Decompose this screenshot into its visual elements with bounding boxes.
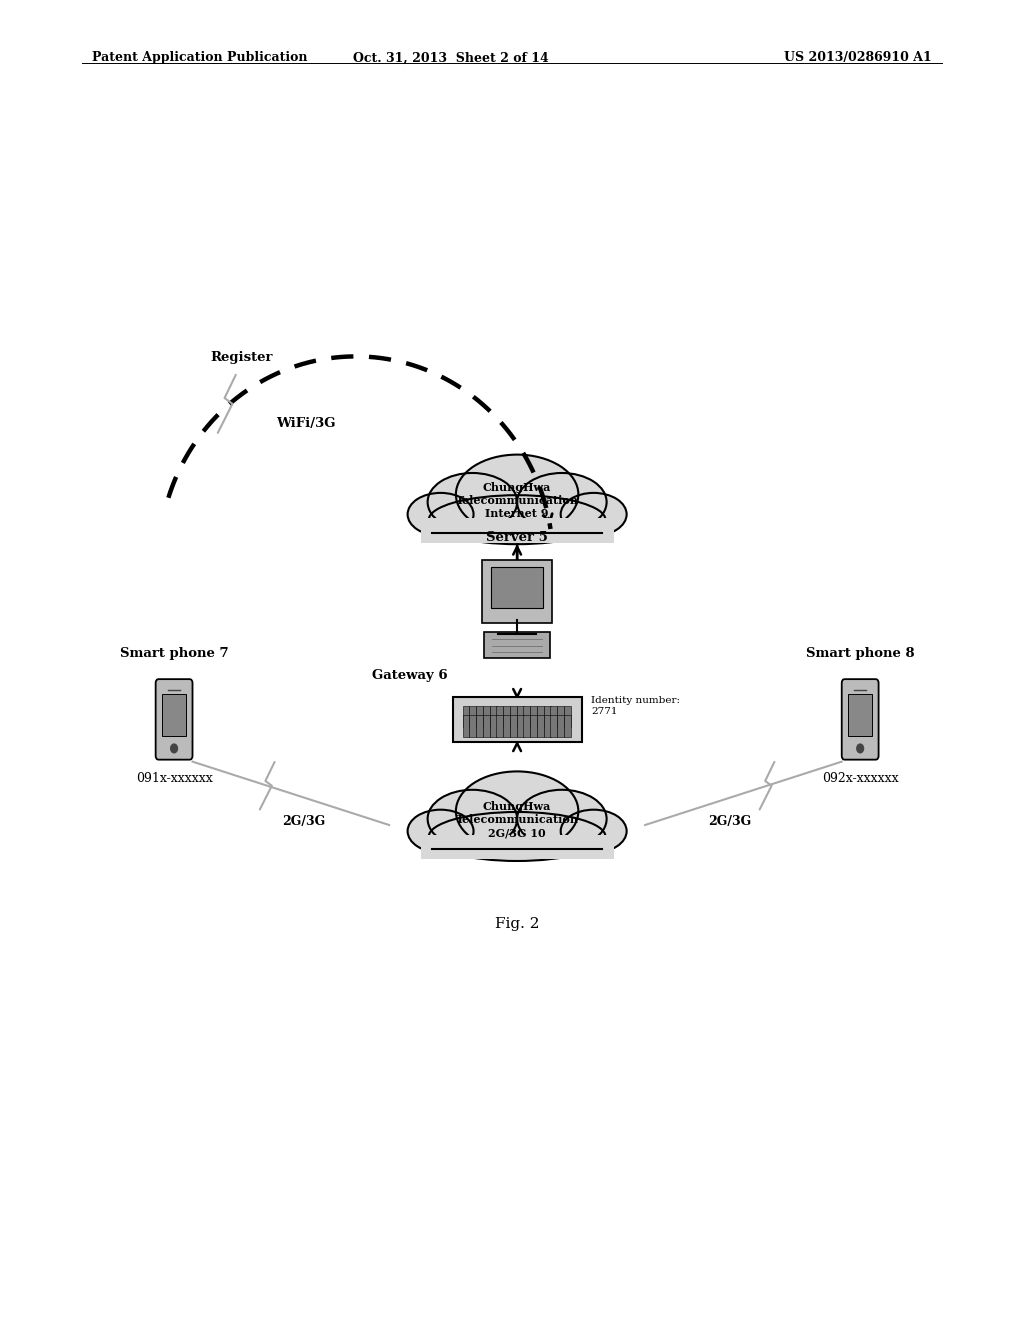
Text: 092x-xxxxxx: 092x-xxxxxx [822, 772, 898, 785]
FancyBboxPatch shape [551, 715, 557, 737]
Circle shape [857, 744, 863, 752]
FancyBboxPatch shape [476, 715, 483, 737]
Text: Identity number:
2771: Identity number: 2771 [591, 696, 680, 717]
FancyBboxPatch shape [544, 706, 551, 727]
FancyBboxPatch shape [517, 706, 523, 727]
Ellipse shape [456, 771, 579, 851]
Ellipse shape [408, 809, 473, 853]
Ellipse shape [517, 789, 606, 847]
FancyBboxPatch shape [530, 715, 537, 737]
Circle shape [171, 744, 177, 752]
FancyBboxPatch shape [463, 706, 469, 727]
FancyBboxPatch shape [503, 715, 510, 737]
Text: WiFi/3G: WiFi/3G [275, 417, 336, 430]
Ellipse shape [428, 473, 517, 531]
FancyBboxPatch shape [421, 519, 613, 543]
Ellipse shape [429, 495, 605, 544]
Text: ChungHwa
Telecommunication
Internet 9: ChungHwa Telecommunication Internet 9 [456, 482, 579, 519]
FancyBboxPatch shape [490, 568, 544, 607]
FancyBboxPatch shape [429, 508, 605, 535]
FancyBboxPatch shape [483, 715, 489, 737]
FancyBboxPatch shape [544, 715, 551, 737]
FancyBboxPatch shape [469, 715, 476, 737]
Text: 2G/3G: 2G/3G [283, 814, 326, 828]
FancyBboxPatch shape [510, 706, 517, 727]
Text: Register: Register [210, 351, 272, 364]
FancyBboxPatch shape [503, 706, 510, 727]
FancyBboxPatch shape [162, 694, 186, 737]
FancyBboxPatch shape [537, 706, 544, 727]
FancyBboxPatch shape [156, 678, 193, 759]
Text: US 2013/0286910 A1: US 2013/0286910 A1 [784, 51, 932, 65]
FancyBboxPatch shape [517, 715, 523, 737]
Text: Smart phone 7: Smart phone 7 [120, 647, 228, 660]
FancyBboxPatch shape [489, 706, 497, 727]
Text: Smart phone 8: Smart phone 8 [806, 647, 914, 660]
Ellipse shape [517, 473, 606, 531]
FancyBboxPatch shape [476, 706, 483, 727]
FancyBboxPatch shape [557, 715, 564, 737]
FancyBboxPatch shape [564, 715, 570, 737]
Text: Patent Application Publication: Patent Application Publication [92, 51, 307, 65]
FancyBboxPatch shape [523, 715, 530, 737]
Text: Oct. 31, 2013  Sheet 2 of 14: Oct. 31, 2013 Sheet 2 of 14 [352, 51, 549, 65]
Ellipse shape [561, 809, 627, 853]
FancyBboxPatch shape [564, 706, 570, 727]
FancyBboxPatch shape [469, 706, 476, 727]
FancyBboxPatch shape [497, 715, 503, 737]
FancyBboxPatch shape [497, 706, 503, 727]
Text: 2G/3G: 2G/3G [709, 814, 752, 828]
Ellipse shape [428, 789, 517, 847]
Text: 091x-xxxxxx: 091x-xxxxxx [136, 772, 212, 785]
FancyBboxPatch shape [848, 694, 872, 737]
FancyBboxPatch shape [453, 697, 582, 742]
FancyBboxPatch shape [489, 715, 497, 737]
Ellipse shape [561, 492, 627, 536]
Ellipse shape [408, 492, 473, 536]
Text: ChungHwa
Telecommunication
2G/3G 10: ChungHwa Telecommunication 2G/3G 10 [456, 801, 579, 838]
FancyBboxPatch shape [551, 706, 557, 727]
FancyBboxPatch shape [510, 715, 517, 737]
FancyBboxPatch shape [483, 706, 489, 727]
FancyBboxPatch shape [842, 678, 879, 759]
FancyBboxPatch shape [429, 825, 605, 851]
FancyBboxPatch shape [484, 632, 550, 659]
FancyBboxPatch shape [482, 560, 553, 623]
Text: Fig. 2: Fig. 2 [495, 917, 540, 931]
FancyBboxPatch shape [557, 706, 564, 727]
Text: Gateway 6: Gateway 6 [372, 669, 447, 682]
FancyBboxPatch shape [463, 715, 469, 737]
FancyBboxPatch shape [421, 836, 613, 859]
FancyBboxPatch shape [537, 715, 544, 737]
Text: Server 5: Server 5 [486, 531, 548, 544]
Ellipse shape [429, 812, 605, 861]
FancyBboxPatch shape [523, 706, 530, 727]
FancyBboxPatch shape [530, 706, 537, 727]
Ellipse shape [456, 454, 579, 535]
